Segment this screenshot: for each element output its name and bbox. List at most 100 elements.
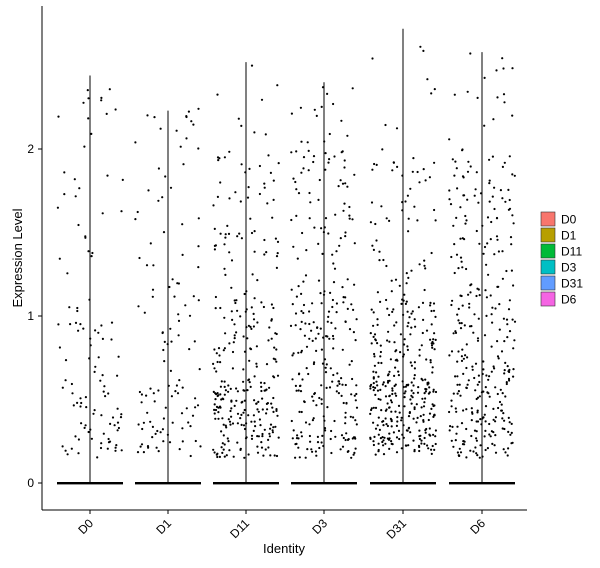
data-point bbox=[478, 395, 481, 398]
data-point bbox=[219, 406, 222, 409]
data-point bbox=[410, 364, 413, 367]
legend-swatch bbox=[540, 275, 556, 291]
data-point bbox=[173, 295, 176, 298]
data-point bbox=[432, 390, 435, 393]
data-point bbox=[276, 252, 279, 255]
data-point bbox=[489, 435, 492, 438]
data-point bbox=[496, 392, 499, 396]
data-point bbox=[406, 194, 409, 197]
data-point bbox=[225, 454, 228, 457]
data-point bbox=[342, 436, 345, 440]
data-point bbox=[68, 306, 71, 309]
data-point bbox=[295, 389, 298, 392]
data-point bbox=[417, 444, 421, 447]
data-point bbox=[259, 381, 263, 384]
data-point bbox=[249, 217, 252, 220]
data-point bbox=[100, 324, 103, 327]
data-point bbox=[398, 437, 401, 441]
data-point bbox=[248, 359, 251, 362]
data-point bbox=[391, 310, 394, 313]
data-point bbox=[492, 431, 495, 434]
data-point bbox=[391, 389, 394, 392]
data-point bbox=[327, 161, 330, 164]
data-point bbox=[78, 187, 81, 190]
data-point bbox=[234, 191, 237, 194]
data-point bbox=[139, 445, 142, 448]
data-point bbox=[379, 398, 382, 401]
data-point bbox=[409, 187, 412, 190]
data-point bbox=[457, 319, 460, 322]
data-point bbox=[221, 417, 224, 420]
data-point bbox=[508, 370, 511, 374]
data-point bbox=[332, 347, 335, 350]
data-point bbox=[413, 377, 416, 380]
data-point bbox=[245, 326, 248, 329]
data-point bbox=[355, 384, 358, 387]
data-point bbox=[140, 401, 143, 404]
data-point bbox=[89, 337, 92, 340]
data-point bbox=[263, 182, 266, 185]
data-point bbox=[406, 325, 409, 328]
data-point bbox=[308, 217, 311, 220]
data-point bbox=[297, 192, 301, 195]
data-point bbox=[215, 352, 218, 355]
data-point bbox=[338, 382, 341, 385]
data-point bbox=[66, 272, 69, 275]
data-point bbox=[354, 447, 357, 450]
data-point bbox=[292, 429, 295, 432]
data-point bbox=[157, 199, 160, 202]
data-point bbox=[393, 341, 396, 344]
data-point bbox=[267, 339, 270, 342]
data-point bbox=[461, 266, 464, 269]
data-point bbox=[103, 385, 106, 388]
data-point bbox=[299, 106, 302, 109]
data-point bbox=[379, 344, 382, 347]
data-point bbox=[212, 204, 215, 207]
data-point bbox=[506, 365, 509, 368]
data-point bbox=[342, 401, 345, 405]
data-point bbox=[386, 381, 390, 384]
data-point bbox=[70, 447, 73, 450]
data-point bbox=[169, 327, 172, 330]
data-point bbox=[248, 381, 251, 384]
data-point bbox=[229, 387, 232, 390]
data-point bbox=[63, 171, 66, 174]
data-point bbox=[400, 447, 403, 450]
data-point bbox=[149, 242, 152, 245]
data-point bbox=[371, 57, 374, 60]
data-point bbox=[352, 308, 355, 311]
data-point bbox=[119, 416, 123, 419]
data-point bbox=[90, 255, 93, 258]
data-point bbox=[344, 422, 347, 425]
data-point bbox=[171, 278, 174, 281]
data-point bbox=[85, 406, 88, 409]
data-point bbox=[428, 176, 431, 179]
data-point bbox=[224, 233, 227, 236]
x-tick-label: D11 bbox=[227, 516, 252, 541]
data-point bbox=[271, 431, 274, 434]
data-point bbox=[120, 449, 123, 452]
data-point bbox=[450, 439, 453, 442]
data-point bbox=[263, 253, 266, 256]
data-point bbox=[392, 431, 395, 434]
data-point bbox=[460, 260, 463, 263]
data-point bbox=[500, 350, 504, 353]
data-point bbox=[400, 419, 403, 422]
data-point bbox=[304, 421, 308, 424]
data-point bbox=[265, 363, 269, 366]
data-point bbox=[239, 315, 242, 318]
data-point bbox=[140, 393, 143, 396]
data-point bbox=[297, 437, 300, 440]
data-point bbox=[341, 348, 344, 351]
data-point bbox=[351, 87, 354, 90]
data-point bbox=[100, 99, 103, 102]
data-point bbox=[77, 452, 80, 455]
data-point bbox=[77, 223, 80, 227]
data-point bbox=[481, 224, 484, 227]
data-point bbox=[512, 368, 515, 371]
data-point bbox=[499, 388, 502, 391]
data-point bbox=[404, 390, 407, 393]
data-point bbox=[178, 448, 181, 451]
data-point bbox=[275, 408, 278, 411]
data-point bbox=[350, 360, 353, 363]
